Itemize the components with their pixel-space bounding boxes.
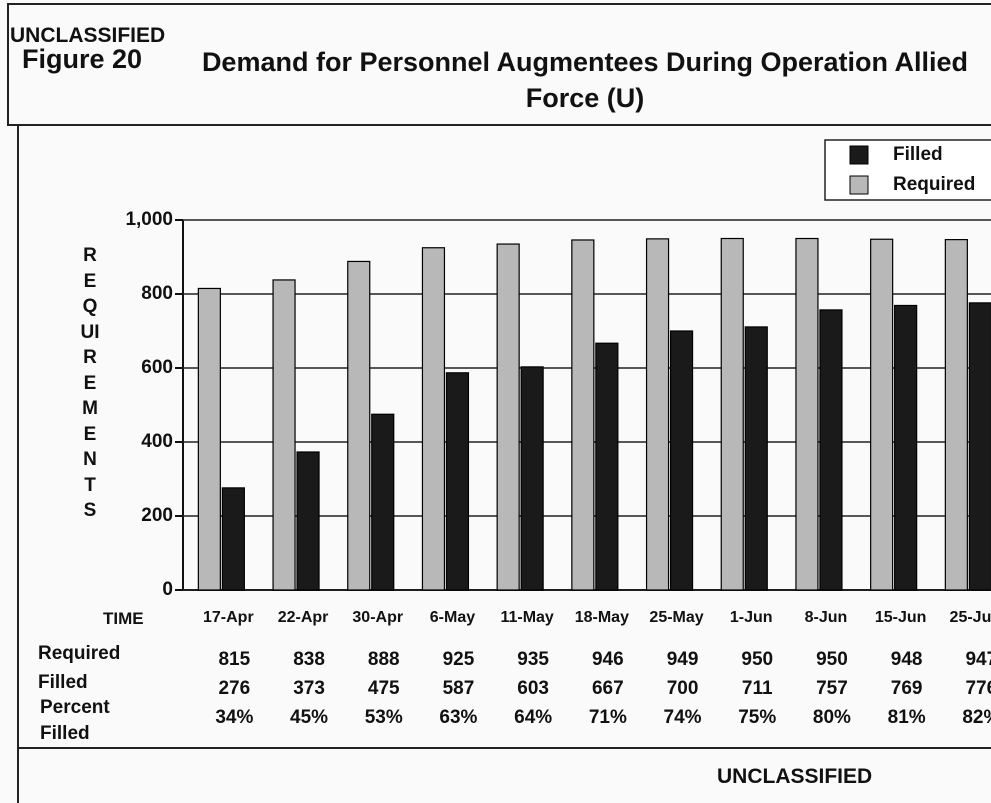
row-value: 815 (218, 649, 250, 670)
bar (571, 239, 595, 591)
percent-value: 80% (813, 707, 851, 728)
x-tick-label: 8-Jun (805, 609, 848, 626)
row-value: 276 (218, 678, 250, 699)
figure-number: Figure 20 (22, 44, 143, 74)
percent-value: 82% (962, 707, 991, 728)
bar (968, 302, 991, 591)
x-tick-label: 22-Apr (278, 609, 329, 626)
bar (944, 239, 968, 591)
row-value: 769 (891, 678, 923, 699)
bar (744, 326, 768, 591)
row-value: 925 (443, 649, 475, 670)
percent-value: 81% (888, 707, 926, 728)
legend-label: Required (893, 174, 975, 195)
bar (645, 238, 670, 591)
legend-label: Filled (893, 144, 943, 165)
classification-top: UNCLASSIFIED (10, 24, 166, 47)
bar (347, 260, 371, 591)
x-tick-label: 25-May (649, 609, 703, 626)
bar (520, 366, 544, 591)
row-value: 888 (368, 649, 400, 670)
bar (445, 372, 470, 591)
x-tick-label: 25-Jun (950, 609, 991, 626)
y-axis-label: REQUIREMENTS (80, 245, 100, 521)
row-value: 475 (368, 678, 400, 699)
row-label: Filled (38, 672, 88, 693)
y-tick-label: 600 (141, 357, 173, 378)
percent-value: 34% (215, 707, 253, 728)
row-value: 603 (517, 678, 549, 699)
percent-value: 63% (439, 707, 477, 728)
percent-value: 75% (738, 707, 776, 728)
x-tick-label: 1-Jun (730, 609, 773, 626)
bar (795, 237, 819, 591)
y-tick-label: 800 (141, 283, 173, 304)
bar (496, 243, 520, 591)
bar (421, 247, 446, 591)
row-value: 667 (592, 678, 624, 699)
bar (595, 342, 619, 591)
row-value: 949 (667, 649, 699, 670)
x-tick-label: 18-May (575, 609, 629, 626)
bar (669, 330, 694, 591)
y-tick-label: 0 (162, 579, 173, 600)
x-axis-label: TIME (103, 609, 144, 628)
y-tick-label: 200 (141, 505, 173, 526)
row-value: 948 (891, 649, 923, 670)
row-value: 935 (517, 649, 549, 670)
row-value: 950 (816, 649, 848, 670)
y-tick-label: 400 (141, 431, 173, 452)
bar (819, 309, 843, 591)
percent-value: 64% (514, 707, 552, 728)
row-value: 711 (742, 678, 773, 699)
bar (197, 287, 221, 591)
percent-value: 45% (290, 707, 328, 728)
title-text: Demand for Personnel Augmentees During O… (201, 47, 969, 113)
row-value: 947 (965, 649, 991, 670)
percent-value: 53% (365, 707, 403, 728)
bar (894, 304, 918, 591)
row-value: 776 (965, 678, 991, 699)
bar (272, 279, 296, 591)
row-label: Required (38, 643, 120, 664)
row-value: 946 (592, 649, 624, 670)
bar (720, 237, 744, 591)
x-tick-label: 17-Apr (203, 609, 254, 626)
bar (371, 413, 395, 591)
x-tick-label: 30-Apr (352, 609, 403, 626)
row-value: 950 (741, 649, 773, 670)
x-tick-label: 15-Jun (875, 609, 927, 626)
row-value: 587 (443, 678, 475, 699)
classification-bottom: UNCLASSIFIED (717, 765, 873, 788)
chart-title: Demand for Personnel Augmentees During O… (180, 44, 991, 116)
legend-swatch (849, 175, 869, 195)
row-value: 700 (667, 678, 699, 699)
percent-row-label: Percent Filled (40, 697, 110, 744)
bar (221, 487, 245, 591)
bar (296, 451, 320, 591)
legend-swatch (849, 145, 869, 165)
x-tick-label: 11-May (500, 609, 553, 626)
percent-value: 71% (589, 707, 627, 728)
header-box (7, 3, 991, 126)
row-value: 373 (293, 678, 325, 699)
bar (870, 238, 894, 591)
x-tick-label: 6-May (430, 609, 475, 626)
row-value: 757 (816, 678, 848, 699)
row-value: 838 (293, 649, 325, 670)
y-tick-label: 1,000 (125, 209, 173, 230)
percent-value: 74% (664, 707, 702, 728)
